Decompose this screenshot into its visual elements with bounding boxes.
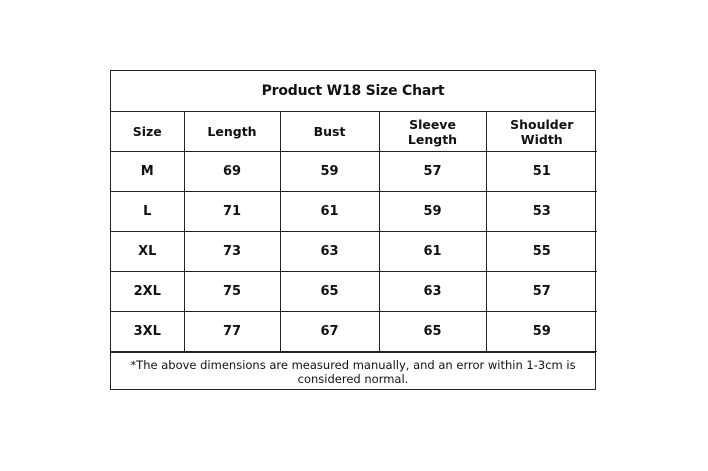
cell-size: 2XL [111, 271, 185, 312]
cell-bust: 67 [279, 311, 380, 352]
cell-length: 69 [183, 151, 281, 192]
cell-shoulder-width: 55 [485, 231, 597, 272]
size-chart: Product W18 Size Chart Size Length Bust … [110, 70, 597, 391]
header-row: Size Length Bust Sleeve Length Shoulder … [111, 112, 597, 152]
cell-bust: 65 [279, 271, 380, 312]
cell-sleeve-length: 61 [378, 231, 487, 272]
cell-size: 3XL [111, 311, 185, 352]
cell-sleeve-length: 59 [378, 191, 487, 232]
header-sleeve-length: Sleeve Length [378, 112, 487, 152]
cell-size: M [111, 151, 185, 192]
table-row: L 71 61 59 53 [111, 191, 597, 232]
cell-size: XL [111, 231, 185, 272]
cell-length: 77 [183, 311, 281, 352]
cell-shoulder-width: 53 [485, 191, 597, 232]
cell-bust: 61 [279, 191, 380, 232]
cell-shoulder-width: 59 [485, 311, 597, 352]
cell-length: 71 [183, 191, 281, 232]
cell-sleeve-length: 63 [378, 271, 487, 312]
cell-shoulder-width: 57 [485, 271, 597, 312]
header-size: Size [111, 112, 185, 152]
cell-sleeve-length: 65 [378, 311, 487, 352]
cell-sleeve-length: 57 [378, 151, 487, 192]
cell-shoulder-width: 51 [485, 151, 597, 192]
measurement-note: *The above dimensions are measured manua… [111, 352, 595, 391]
table-row: 3XL 77 67 65 59 [111, 311, 597, 352]
cell-length: 73 [183, 231, 281, 272]
header-length: Length [183, 112, 281, 152]
table-row: 2XL 75 65 63 57 [111, 271, 597, 312]
table-row: M 69 59 57 51 [111, 151, 597, 192]
chart-title: Product W18 Size Chart [111, 71, 595, 112]
cell-length: 75 [183, 271, 281, 312]
table-row: XL 73 63 61 55 [111, 231, 597, 272]
cell-bust: 63 [279, 231, 380, 272]
cell-bust: 59 [279, 151, 380, 192]
header-bust: Bust [279, 112, 380, 152]
cell-size: L [111, 191, 185, 232]
size-table: Size Length Bust Sleeve Length Shoulder … [111, 112, 597, 352]
header-shoulder-width: Shoulder Width [485, 112, 597, 152]
